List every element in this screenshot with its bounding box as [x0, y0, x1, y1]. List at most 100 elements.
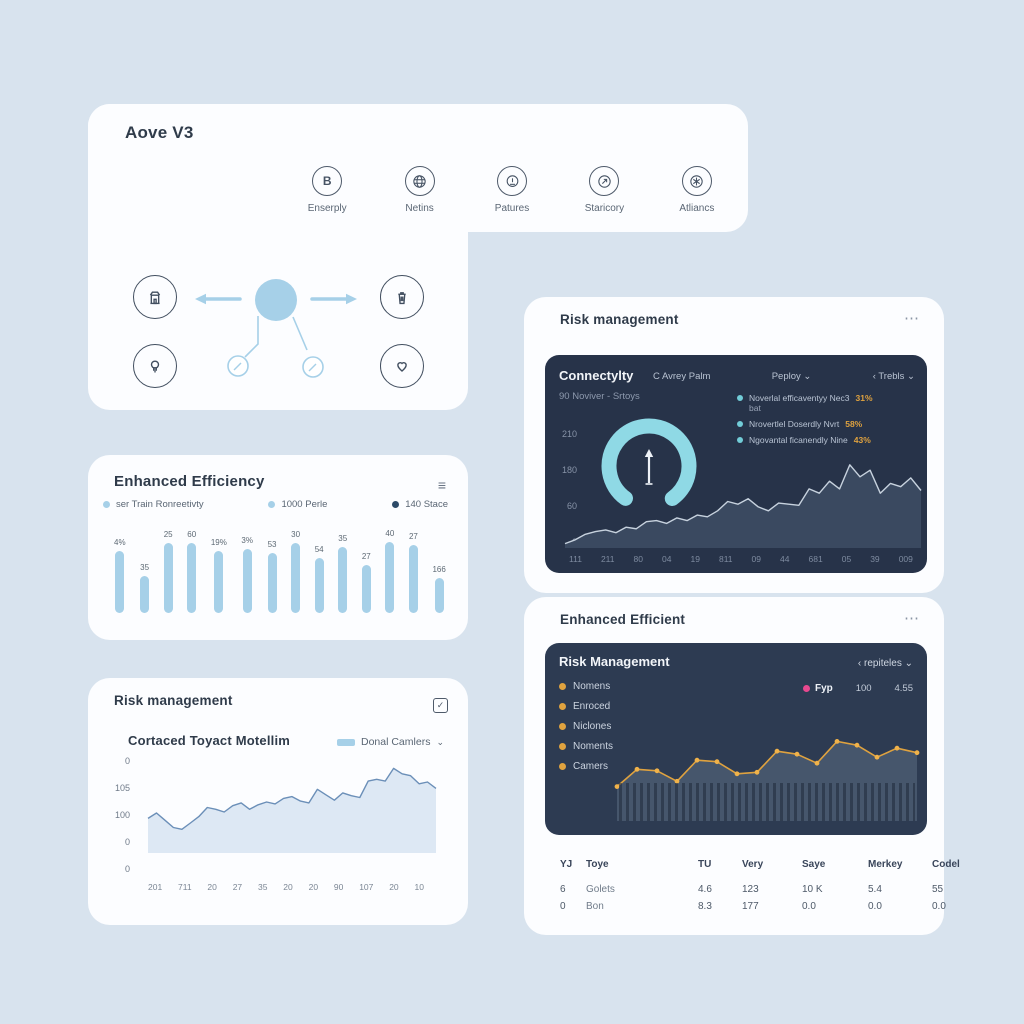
badge-b-icon: B: [312, 166, 343, 196]
legend-item: 1000 Perle: [268, 499, 327, 510]
bar: [214, 551, 224, 613]
more-menu-icon[interactable]: ⋯: [904, 610, 920, 627]
series-stats: Fyp 100 4.55: [803, 683, 913, 694]
table-cell: 4.6: [698, 884, 712, 895]
toolbar-item[interactable]: C Avrey Palm: [653, 371, 711, 382]
table-cell: Golets: [586, 884, 615, 895]
bar-value-label: 27: [408, 532, 418, 541]
series-key: Fyp: [803, 683, 833, 694]
x-label: 20: [308, 882, 319, 892]
stat-value-1: 100: [855, 683, 872, 694]
table-header-cell: YJ: [560, 859, 573, 870]
x-label: 111: [569, 554, 582, 564]
y-tick: 0: [124, 756, 130, 766]
table-cell: 0: [560, 901, 566, 912]
toolbar-dropdown[interactable]: Peploy ⌄: [771, 371, 812, 382]
nav-label: Enserply: [307, 203, 347, 214]
bulb-icon[interactable]: [133, 344, 177, 388]
connectivity-legend: Noverlal efficaventyy Nec3 31% bat Nrovertl…: [737, 393, 917, 445]
legend-item: Noverlal efficaventyy Nec3 31% bat: [737, 393, 917, 413]
heart-icon[interactable]: [380, 344, 424, 388]
connectivity-panel: Connectylty C Avrey Palm Peploy ⌄ ‹ Treb…: [545, 355, 927, 573]
management-card-title: Enhanced Efficient: [560, 612, 686, 628]
x-label: 80: [633, 554, 643, 564]
table-cell: 0.0: [868, 901, 882, 912]
orange-dot-icon: [559, 763, 566, 770]
bar-value-label: 54: [314, 545, 324, 554]
bar: [187, 543, 197, 613]
orange-dot-icon: [559, 743, 566, 750]
x-label: 711: [178, 882, 192, 892]
nav-item-4[interactable]: Staricory: [558, 166, 650, 214]
x-label: 39: [870, 554, 880, 564]
x-label: 44: [780, 554, 790, 564]
table-cell: 6: [560, 884, 566, 895]
legend-dot-icon: [103, 501, 110, 508]
legend-value: 43%: [853, 435, 871, 445]
x-label: 681: [808, 554, 823, 564]
more-menu-icon[interactable]: ⋯: [904, 310, 920, 327]
nav-item-5[interactable]: Atliancs: [651, 166, 743, 214]
series-label: Fyp: [815, 683, 833, 694]
legend-body: Noverlal efficaventyy Nec3 31% bat: [749, 393, 917, 413]
legend-label: Nrovertlel Doserdly Nvrt: [749, 419, 840, 429]
bar: [314, 558, 324, 613]
table-cell: 8.3: [698, 901, 712, 912]
hub-circle: [255, 279, 297, 321]
legend-item: Nomens: [559, 681, 613, 692]
table-header-cell: Very: [742, 859, 764, 870]
series-swatch: [337, 738, 355, 746]
risk-card-left: Risk management ✓ Cortaced Toyact Motell…: [88, 678, 468, 925]
y-axis-ticks: 0 105 100 0 0: [102, 756, 130, 874]
orange-dot-icon: [559, 723, 566, 730]
stripe-pattern: [619, 783, 915, 821]
chevron-down-icon: ⌄: [436, 736, 444, 747]
bar-item: 60: [187, 529, 197, 613]
bar-item: 27: [408, 529, 418, 613]
x-label: 10: [414, 882, 424, 892]
legend-dot-icon: [268, 501, 276, 508]
legend-item: ser Train Ronreetivty: [103, 499, 204, 510]
legend-value: 58%: [845, 419, 863, 429]
trash-icon[interactable]: [380, 275, 424, 319]
orange-dot-icon: [559, 703, 566, 710]
table-cell: 0.0: [802, 901, 816, 912]
bar-value-label: 3%: [241, 536, 253, 545]
bar-item: 40: [385, 529, 395, 613]
legend-dot-icon: [392, 501, 400, 508]
nav-item-3[interactable]: Patures: [466, 166, 558, 214]
nav-item-1[interactable]: B Enserply: [281, 166, 373, 214]
nav-item-2[interactable]: Netins: [373, 166, 465, 214]
x-label: 107: [359, 882, 374, 892]
bar-item: 166: [432, 529, 446, 613]
y-tick: 0: [124, 837, 130, 847]
checkbox-icon[interactable]: ✓: [433, 698, 448, 713]
legend-label: Ngovantal ficanendly Nine: [749, 435, 848, 445]
menu-icon[interactable]: ≡: [437, 477, 446, 493]
bar: [385, 542, 395, 613]
bar: [291, 543, 301, 613]
table-cell: Bon: [586, 901, 604, 912]
building-icon[interactable]: [133, 275, 177, 319]
connectivity-area-chart: [564, 464, 922, 548]
repiteles-dropdown[interactable]: ‹ repiteles ⌄: [857, 658, 913, 669]
bar-item: 35: [338, 529, 348, 613]
x-axis-labels: 111 211 80 04 19 811 09 44 681 05 39 009: [569, 554, 913, 564]
series-dropdown[interactable]: Donal Camlers ⌄: [337, 736, 444, 748]
efficiency-title: Enhanced Efficiency: [114, 473, 265, 491]
toolbar-back-dropdown[interactable]: ‹ Trebls ⌄: [872, 371, 915, 382]
risk-area-chart: [147, 767, 437, 853]
legend-label: Noments: [573, 741, 614, 752]
efficiency-legend: ser Train Ronreetivty 1000 Perle 140 Stace: [103, 499, 448, 510]
y-tick: 100: [114, 810, 130, 820]
y-tick: 210: [561, 429, 577, 439]
nav-label: Staricory: [584, 203, 625, 214]
legend-item: Camers: [559, 761, 613, 772]
y-tick: 0: [124, 864, 130, 874]
legend-label: Enroced: [573, 701, 611, 712]
x-label: 04: [662, 554, 672, 564]
bar: [408, 545, 418, 613]
bar: [267, 553, 277, 613]
bar-value-label: 27: [361, 552, 371, 561]
